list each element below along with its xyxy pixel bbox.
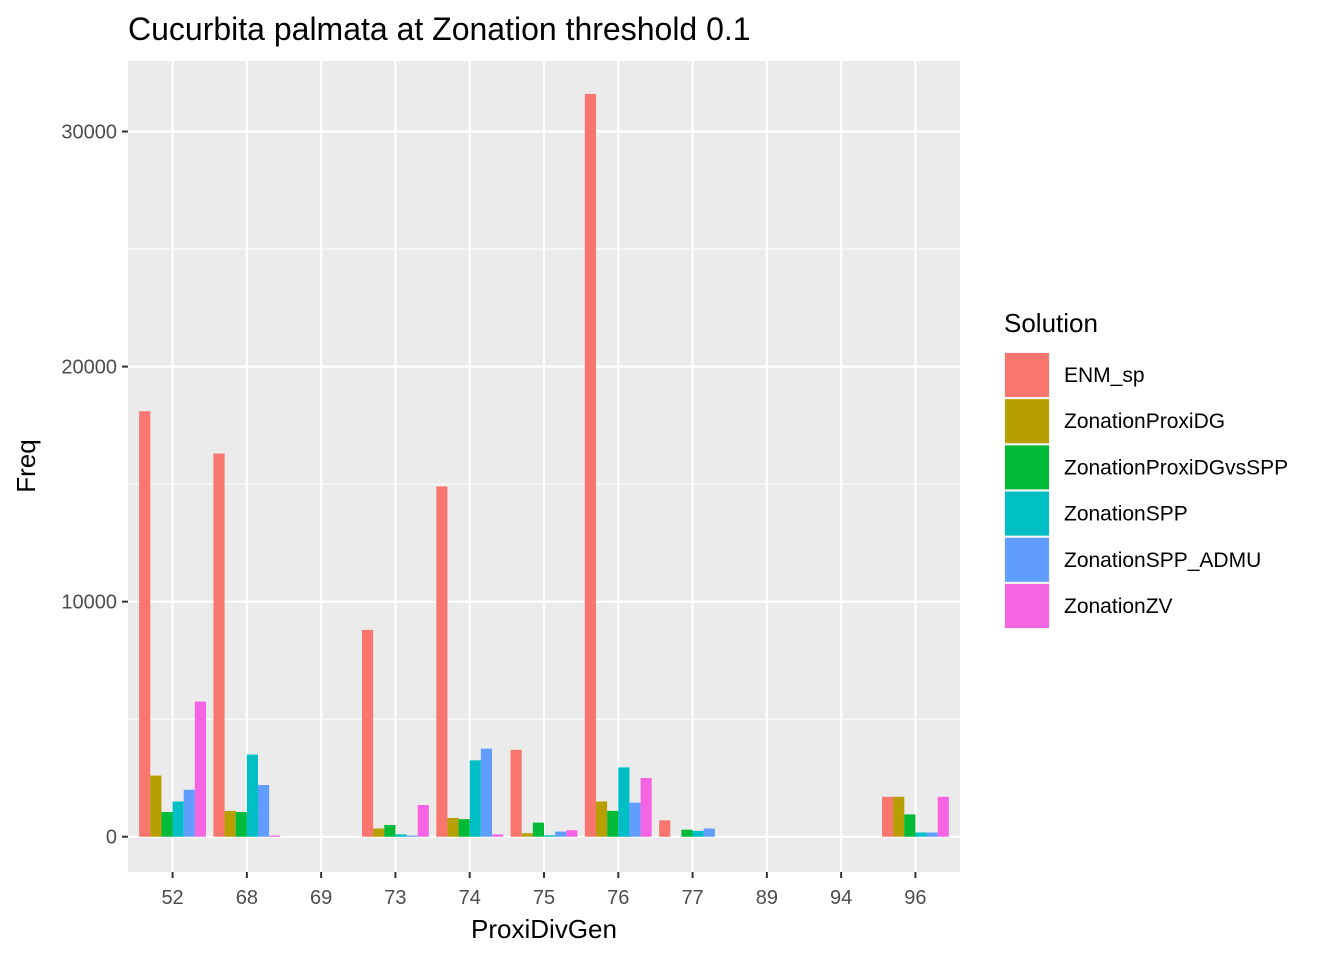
legend-label-ZonationProxiDGvsSPP: ZonationProxiDGvsSPP xyxy=(1064,456,1288,479)
bar-ENM_sp-68 xyxy=(213,453,225,837)
legend-label-ENM_sp: ENM_sp xyxy=(1064,364,1145,387)
legend-key-ZonationProxiDGvsSPP xyxy=(1005,445,1049,490)
bar-ZonationZV-75 xyxy=(566,830,578,837)
chart-title: Cucurbita palmata at Zonation threshold … xyxy=(128,11,751,47)
y-tick-label: 10000 xyxy=(61,592,117,614)
bar-ZonationProxiDGvsSPP-73 xyxy=(384,824,396,837)
x-axis-title: ProxiDivGen xyxy=(471,914,617,944)
legend-label-ZonationSPP: ZonationSPP xyxy=(1064,503,1188,526)
bar-ZonationSPP_ADMU-74 xyxy=(480,748,492,837)
bar-ZonationSPP-75 xyxy=(544,835,556,837)
bar-ZonationSPP_ADMU-52 xyxy=(183,789,195,837)
y-axis-title: Freq xyxy=(11,439,41,492)
bar-ENM_sp-75 xyxy=(510,749,522,837)
legend-key-ZonationZV xyxy=(1005,584,1049,628)
y-tick-label: 20000 xyxy=(61,357,117,379)
x-tick-label: 74 xyxy=(459,887,481,909)
bar-ZonationSPP_ADMU-68 xyxy=(258,785,270,837)
bar-ENM_sp-76 xyxy=(584,93,596,837)
bar-ENM_sp-52 xyxy=(139,411,151,837)
legend-key-ZonationSPP_ADMU xyxy=(1005,537,1049,582)
bar-ZonationZV-73 xyxy=(417,805,429,837)
legend-key-ZonationProxiDG xyxy=(1005,399,1049,444)
bar-ZonationSPP_ADMU-75 xyxy=(555,831,567,837)
bar-ZonationProxiDG-73 xyxy=(373,828,385,837)
bar-ENM_sp-73 xyxy=(362,629,374,837)
x-tick-label: 76 xyxy=(607,887,629,909)
bar-ZonationSPP-52 xyxy=(172,801,184,837)
bar-ZonationSPP_ADMU-76 xyxy=(629,802,641,837)
bar-ZonationSPP_ADMU-73 xyxy=(406,835,418,837)
bar-ENM_sp-96 xyxy=(882,796,894,837)
bar-ZonationSPP_ADMU-77 xyxy=(703,828,715,837)
legend-title: Solution xyxy=(1004,308,1098,338)
bar-ZonationProxiDG-75 xyxy=(521,833,533,837)
bar-ZonationZV-74 xyxy=(492,834,504,837)
bar-ZonationZV-96 xyxy=(937,796,949,837)
bar-ZonationSPP-77 xyxy=(692,830,704,837)
bar-ZonationSPP-76 xyxy=(618,767,630,837)
legend: Solution ENM_sp ZonationProxiDG ZonationPr… xyxy=(1004,308,1288,629)
bar-ZonationProxiDGvsSPP-76 xyxy=(607,810,619,837)
legend-label-ZonationSPP_ADMU: ZonationSPP_ADMU xyxy=(1064,549,1261,572)
x-tick-label: 69 xyxy=(310,887,332,909)
bar-ZonationProxiDGvsSPP-75 xyxy=(532,822,544,837)
bar-ZonationProxiDG-76 xyxy=(596,801,608,837)
bar-ZonationProxiDG-74 xyxy=(447,817,459,837)
x-tick-label: 94 xyxy=(830,887,852,909)
legend-key-ENM_sp xyxy=(1005,353,1049,397)
x-axis: 52 68 69 73 74 75 76 77 89 94 96 xyxy=(161,872,927,909)
y-tick-label: 30000 xyxy=(61,122,117,144)
bar-ZonationSPP_ADMU-96 xyxy=(926,832,938,837)
bar-ZonationSPP-96 xyxy=(915,832,927,837)
bar-ZonationProxiDGvsSPP-68 xyxy=(235,812,247,837)
x-tick-label: 68 xyxy=(236,887,258,909)
bar-ZonationProxiDG-96 xyxy=(893,796,905,837)
y-tick-label: 0 xyxy=(106,827,117,849)
bars xyxy=(139,93,949,837)
x-tick-label: 73 xyxy=(384,887,406,909)
bar-ZonationProxiDGvsSPP-96 xyxy=(904,814,916,837)
x-tick-label: 75 xyxy=(533,887,555,909)
bar-ZonationProxiDGvsSPP-77 xyxy=(681,829,693,837)
x-tick-label: 52 xyxy=(161,887,183,909)
bar-ZonationProxiDG-52 xyxy=(150,775,162,837)
bar-ENM_sp-74 xyxy=(436,486,448,837)
x-tick-label: 96 xyxy=(904,887,926,909)
bar-ZonationProxiDG-68 xyxy=(224,810,236,837)
legend-label-ZonationProxiDG: ZonationProxiDG xyxy=(1064,410,1225,433)
bar-ZonationZV-76 xyxy=(640,777,652,837)
legend-key-ZonationSPP xyxy=(1005,491,1049,536)
bar-ZonationSPP-68 xyxy=(246,754,258,837)
bar-ENM_sp-77 xyxy=(659,820,671,837)
x-tick-label: 77 xyxy=(681,887,703,909)
y-axis: 0 10000 20000 30000 xyxy=(61,122,128,849)
grid-major xyxy=(128,61,960,872)
legend-label-ZonationZV: ZonationZV xyxy=(1064,595,1173,618)
bar-ZonationZV-52 xyxy=(194,701,206,837)
bar-ZonationSPP-73 xyxy=(395,834,407,837)
bar-ZonationProxiDGvsSPP-52 xyxy=(161,812,173,837)
bar-ZonationZV-68 xyxy=(269,835,281,837)
bar-ZonationSPP-74 xyxy=(469,760,481,837)
bar-ZonationProxiDGvsSPP-74 xyxy=(458,819,470,837)
x-tick-label: 89 xyxy=(756,887,778,909)
